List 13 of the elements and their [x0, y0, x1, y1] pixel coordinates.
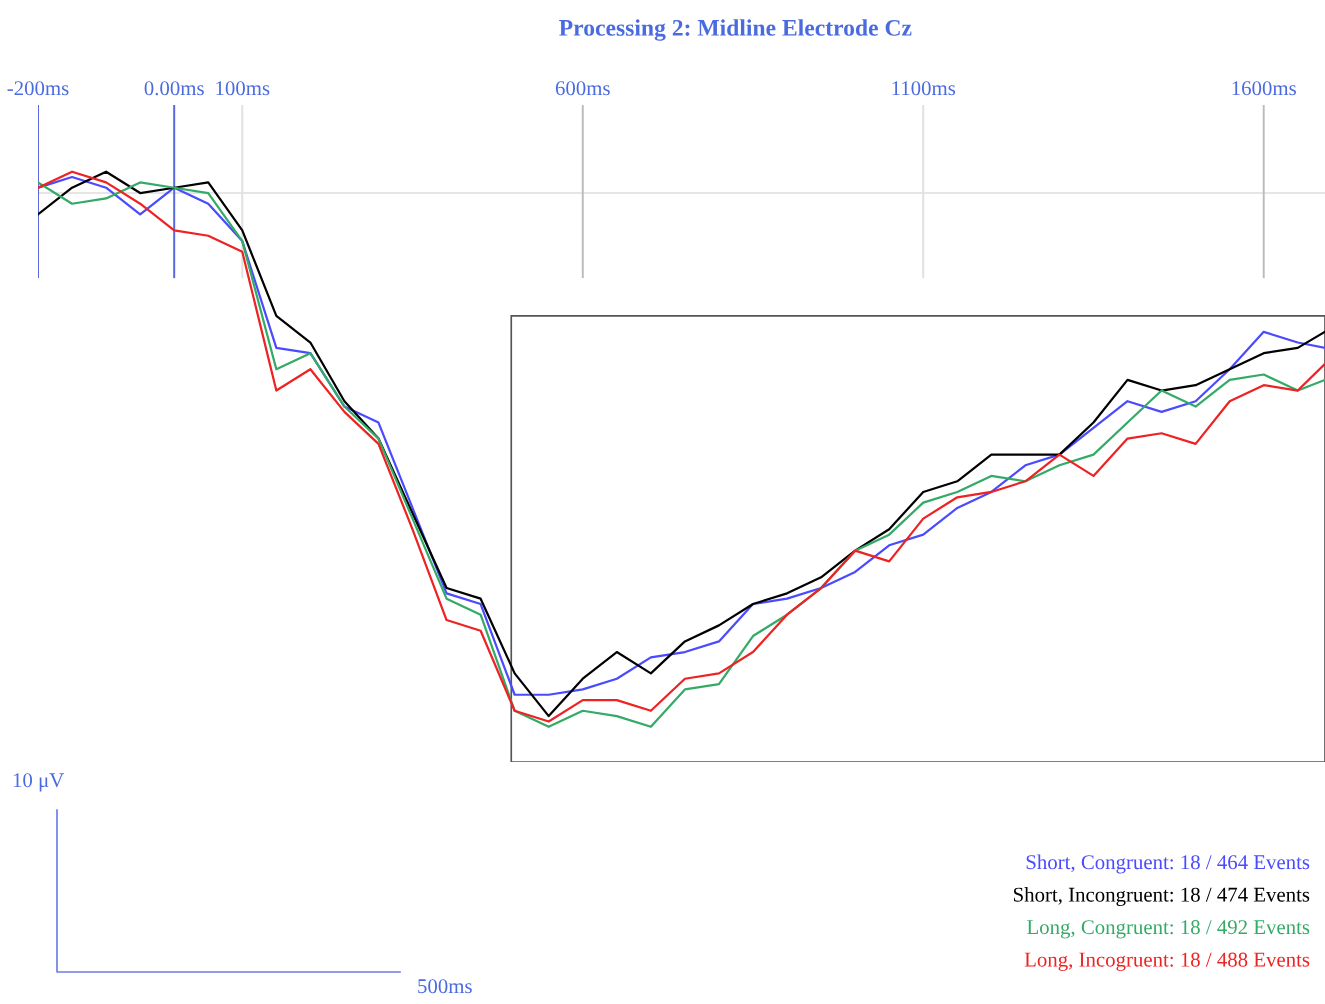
text: Long, Congruent: 18 / 492 Events: [1027, 920, 1310, 939]
x-tick-label: 1600ms: [1232, 81, 1296, 96]
text: Short, Incongruent: 18 / 474 Events: [1013, 887, 1310, 906]
text: 10 μV: [13, 773, 65, 792]
x-tick-label: 100ms: [216, 81, 270, 96]
x-tick-label: -200ms: [7, 81, 69, 96]
chart-title: Processing 2: Midline Electrode Cz: [559, 19, 912, 41]
x-tick-label: 1100ms: [892, 81, 956, 96]
x-tick-label: 600ms: [555, 81, 610, 96]
x-tick-label: 0.00ms: [144, 81, 204, 96]
text: Short, Congruent: 18 / 464 Events: [1026, 854, 1310, 874]
text: 500ms: [418, 979, 472, 994]
text: Long, Incogruent: 18 / 488 Events: [1024, 952, 1310, 971]
